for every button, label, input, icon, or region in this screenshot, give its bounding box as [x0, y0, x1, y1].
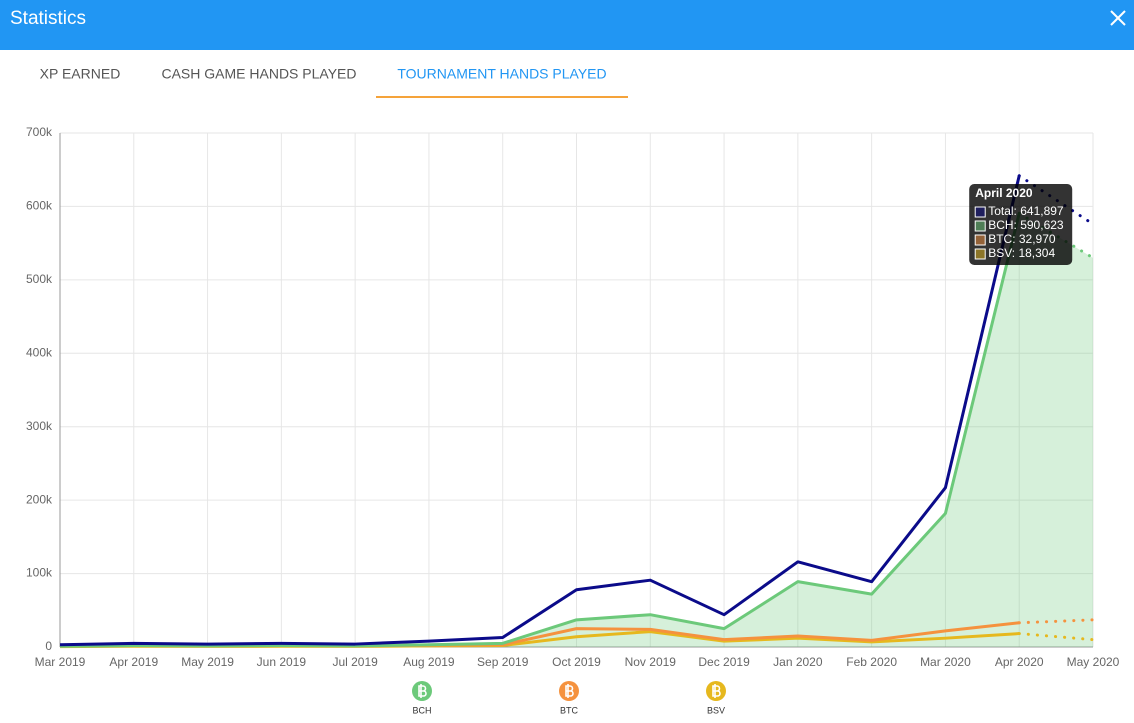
- y-tick-label: 500k: [26, 272, 53, 286]
- x-tick-label: Jun 2019: [257, 655, 307, 669]
- tab[interactable]: XP EARNED: [40, 66, 121, 82]
- legend-icon-glyph: [565, 684, 574, 698]
- x-tick-label: Dec 2019: [698, 655, 750, 669]
- x-tick-label: Oct 2019: [552, 655, 601, 669]
- x-tick-label: Aug 2019: [403, 655, 455, 669]
- tooltip-swatch: [974, 206, 986, 218]
- area: [60, 213, 1093, 647]
- active-tab-underline: [376, 96, 628, 98]
- y-tick-label: 600k: [26, 199, 53, 213]
- x-tick-label: Sep 2019: [477, 655, 529, 669]
- x-tick-label: Apr 2019: [109, 655, 158, 669]
- tooltip-item: BCH: 590,623: [988, 218, 1064, 232]
- series-line-projected: [1017, 632, 1095, 642]
- legend-label: BTC: [560, 705, 579, 715]
- tooltip-box: [969, 184, 1073, 265]
- legend-item[interactable]: BCH: [412, 681, 432, 715]
- legend-label: BSV: [707, 705, 725, 715]
- x-tick-label: Jul 2019: [332, 655, 378, 669]
- tooltip-item: Total: 641,897: [988, 204, 1064, 218]
- y-tick-label: 0: [45, 639, 52, 653]
- tab[interactable]: CASH GAME HANDS PLAYED: [161, 66, 356, 82]
- legend-label: BCH: [412, 705, 431, 715]
- series-line: [59, 212, 1021, 648]
- y-tick-label: 100k: [26, 566, 53, 580]
- series-line-projected: [1017, 618, 1095, 625]
- y-tick-label: 300k: [26, 419, 53, 433]
- x-tick-label: Feb 2020: [846, 655, 897, 669]
- y-tick-label: 200k: [26, 492, 53, 506]
- header-bar: [0, 0, 1134, 50]
- close-button[interactable]: [1110, 10, 1126, 26]
- tab-bar: XP EARNED CASH GAME HANDS PLAYED TOURNAMEN…: [40, 66, 628, 98]
- header-title: Statistics: [10, 8, 86, 29]
- y-tick-label: 400k: [26, 345, 53, 359]
- tab[interactable]: TOURNAMENT HANDS PLAYED: [397, 66, 606, 82]
- tooltip-item: BTC: 32,970: [988, 232, 1056, 246]
- tooltip-swatch: [974, 234, 986, 246]
- legend-icon-glyph: [712, 684, 721, 698]
- tooltip-swatch: [974, 220, 986, 232]
- tooltip-swatch: [974, 248, 986, 260]
- legend-icon-glyph: [418, 684, 427, 698]
- y-tick-label: 700k: [26, 125, 53, 139]
- tooltip-title: April 2020: [975, 186, 1033, 200]
- series-line-projected: [1017, 211, 1095, 260]
- series-line: [59, 175, 1021, 647]
- x-tick-label: Mar 2020: [920, 655, 971, 669]
- legend-item[interactable]: BTC: [559, 681, 579, 715]
- x-tick-label: May 2019: [181, 655, 234, 669]
- x-tick-label: Apr 2020: [995, 655, 1044, 669]
- tooltip-item: BSV: 18,304: [988, 246, 1055, 260]
- x-tick-label: Jan 2020: [773, 655, 823, 669]
- legend-item[interactable]: BSV: [706, 681, 726, 715]
- x-tick-label: May 2020: [1067, 655, 1120, 669]
- x-tick-label: Mar 2019: [35, 655, 86, 669]
- chart: 0 100k 200k 300k 400k 500k 600k 700k Mar 2019 Apr…: [26, 125, 1120, 715]
- x-tick-label: Nov 2019: [625, 655, 677, 669]
